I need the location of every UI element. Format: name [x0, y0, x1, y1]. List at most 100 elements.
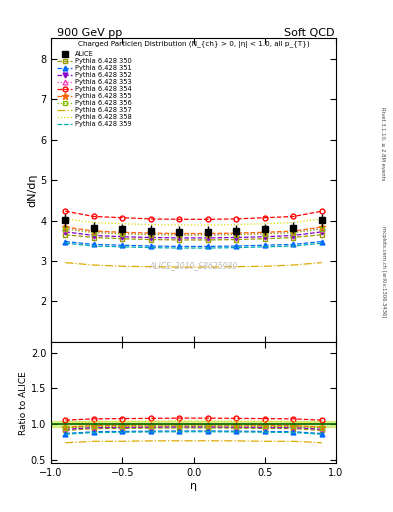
- Pythia 6.428 357: [63, 260, 68, 266]
- Pythia 6.428 355: [149, 230, 153, 236]
- Pythia 6.428 356: [320, 226, 324, 232]
- Pythia 6.428 354: [92, 214, 96, 220]
- Pythia 6.428 355: [63, 224, 68, 230]
- Pythia 6.428 351: [234, 243, 239, 249]
- Pythia 6.428 352: [63, 229, 68, 235]
- Pythia 6.428 358: [206, 222, 210, 228]
- Legend: ALICE, Pythia 6.428 350, Pythia 6.428 351, Pythia 6.428 352, Pythia 6.428 353, P: ALICE, Pythia 6.428 350, Pythia 6.428 35…: [56, 50, 133, 128]
- Y-axis label: dN/dη: dN/dη: [27, 174, 37, 207]
- Pythia 6.428 355: [120, 229, 125, 236]
- Pythia 6.428 359: [263, 244, 267, 250]
- Pythia 6.428 354: [120, 215, 125, 221]
- Pythia 6.428 351: [263, 242, 267, 248]
- Text: ALICE_2010_S8625980: ALICE_2010_S8625980: [149, 262, 238, 270]
- Pythia 6.428 357: [149, 264, 153, 270]
- Pythia 6.428 357: [263, 263, 267, 269]
- Pythia 6.428 357: [206, 264, 210, 270]
- Pythia 6.428 356: [291, 229, 296, 236]
- Pythia 6.428 353: [320, 226, 324, 232]
- Pythia 6.428 355: [263, 229, 267, 236]
- Pythia 6.428 352: [291, 232, 296, 239]
- Pythia 6.428 352: [320, 229, 324, 235]
- Line: Pythia 6.428 355: Pythia 6.428 355: [62, 224, 325, 237]
- Pythia 6.428 356: [206, 232, 210, 238]
- Pythia 6.428 353: [206, 231, 210, 238]
- Text: mcplots.cern.ch [arXiv:1306.3436]: mcplots.cern.ch [arXiv:1306.3436]: [381, 226, 386, 317]
- Pythia 6.428 359: [291, 243, 296, 249]
- Line: Pythia 6.428 356: Pythia 6.428 356: [63, 227, 324, 238]
- Pythia 6.428 356: [177, 232, 182, 238]
- Pythia 6.428 358: [234, 222, 239, 228]
- Text: 900 GeV pp: 900 GeV pp: [57, 28, 122, 38]
- Line: Pythia 6.428 357: Pythia 6.428 357: [65, 263, 322, 267]
- Pythia 6.428 353: [234, 231, 239, 238]
- Pythia 6.428 355: [234, 230, 239, 236]
- Pythia 6.428 351: [206, 243, 210, 249]
- Pythia 6.428 351: [149, 243, 153, 249]
- Pythia 6.428 353: [177, 231, 182, 238]
- Pythia 6.428 358: [92, 220, 96, 226]
- Line: Pythia 6.428 350: Pythia 6.428 350: [63, 232, 324, 242]
- Pythia 6.428 358: [263, 221, 267, 227]
- Pythia 6.428 359: [320, 240, 324, 246]
- Pythia 6.428 352: [120, 233, 125, 240]
- Pythia 6.428 356: [234, 231, 239, 238]
- Pythia 6.428 358: [63, 216, 68, 222]
- Pythia 6.428 358: [320, 216, 324, 222]
- Pythia 6.428 351: [320, 239, 324, 245]
- Line: Pythia 6.428 359: Pythia 6.428 359: [65, 243, 322, 248]
- Line: Pythia 6.428 352: Pythia 6.428 352: [63, 229, 324, 240]
- Pythia 6.428 359: [206, 245, 210, 251]
- Pythia 6.428 352: [92, 232, 96, 239]
- Y-axis label: Ratio to ALICE: Ratio to ALICE: [19, 371, 28, 435]
- Pythia 6.428 351: [177, 243, 182, 249]
- Pythia 6.428 354: [63, 208, 68, 215]
- Pythia 6.428 358: [149, 222, 153, 228]
- Pythia 6.428 354: [291, 214, 296, 220]
- Pythia 6.428 350: [206, 237, 210, 243]
- Pythia 6.428 352: [177, 235, 182, 241]
- Pythia 6.428 351: [291, 241, 296, 247]
- Pythia 6.428 357: [92, 262, 96, 268]
- Pythia 6.428 351: [63, 239, 68, 245]
- Pythia 6.428 353: [120, 230, 125, 237]
- Pythia 6.428 359: [149, 245, 153, 251]
- Pythia 6.428 353: [149, 231, 153, 238]
- Pythia 6.428 356: [149, 231, 153, 238]
- Pythia 6.428 350: [263, 236, 267, 242]
- Pythia 6.428 352: [263, 233, 267, 240]
- Pythia 6.428 357: [320, 260, 324, 266]
- Text: Soft QCD: Soft QCD: [285, 28, 335, 38]
- Pythia 6.428 354: [177, 216, 182, 222]
- Pythia 6.428 355: [92, 228, 96, 234]
- Pythia 6.428 359: [177, 245, 182, 251]
- Pythia 6.428 359: [63, 240, 68, 246]
- Pythia 6.428 355: [177, 230, 182, 237]
- Pythia 6.428 355: [291, 228, 296, 234]
- Pythia 6.428 358: [120, 221, 125, 227]
- Pythia 6.428 350: [92, 234, 96, 241]
- Pythia 6.428 353: [263, 230, 267, 237]
- Pythia 6.428 359: [120, 244, 125, 250]
- Pythia 6.428 356: [63, 226, 68, 232]
- Pythia 6.428 351: [92, 241, 96, 247]
- Pythia 6.428 352: [206, 235, 210, 241]
- Pythia 6.428 358: [177, 222, 182, 228]
- Pythia 6.428 356: [120, 231, 125, 237]
- Pythia 6.428 358: [291, 220, 296, 226]
- Pythia 6.428 354: [206, 216, 210, 222]
- Pythia 6.428 359: [234, 245, 239, 251]
- Text: Charged Particleη Distribution (N_{ch} > 0, |η| < 1.0, all p_{T}): Charged Particleη Distribution (N_{ch} >…: [78, 41, 309, 49]
- Pythia 6.428 357: [234, 264, 239, 270]
- Pythia 6.428 356: [263, 231, 267, 237]
- Pythia 6.428 357: [177, 264, 182, 270]
- Pythia 6.428 354: [149, 216, 153, 222]
- Pythia 6.428 354: [263, 215, 267, 221]
- Pythia 6.428 351: [120, 242, 125, 248]
- Pythia 6.428 354: [320, 208, 324, 215]
- Pythia 6.428 350: [291, 234, 296, 241]
- Pythia 6.428 350: [149, 237, 153, 243]
- Pythia 6.428 357: [291, 262, 296, 268]
- Line: Pythia 6.428 354: Pythia 6.428 354: [63, 209, 324, 222]
- Pythia 6.428 350: [320, 231, 324, 238]
